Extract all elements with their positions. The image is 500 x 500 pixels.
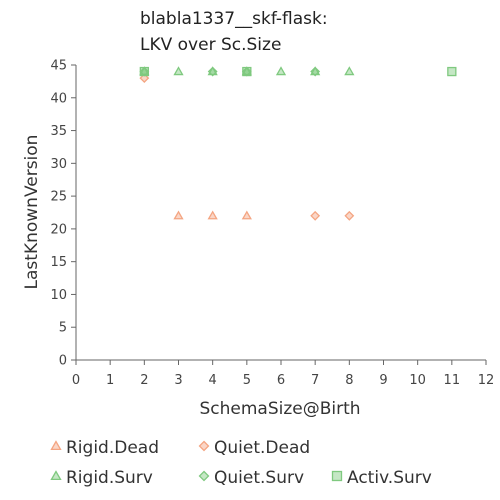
legend-marker-icon — [50, 440, 62, 451]
data-point-activ-surv — [447, 66, 457, 77]
x-tick-label: 1 — [106, 373, 114, 388]
data-point-rigid-surv — [275, 66, 287, 76]
y-tick-label: 10 — [50, 288, 67, 303]
x-tick-label: 2 — [140, 373, 148, 388]
legend: Rigid.Dead Quiet.Dead Rigid.Surv Quiet.Surv… — [50, 438, 432, 488]
x-tick-label: 12 — [478, 373, 495, 388]
data-point-quiet-dead — [344, 210, 355, 221]
legend-item: Activ.Surv — [331, 468, 432, 488]
legend-marker-icon — [198, 470, 210, 482]
legend-marker-icon — [331, 470, 343, 482]
chart-title-line-2: LKV over Sc.Size — [140, 35, 281, 55]
y-tick-label: 5 — [59, 321, 67, 336]
x-tick-label: 3 — [174, 373, 182, 388]
x-tick-label: 10 — [409, 373, 426, 388]
x-tick-label: 5 — [243, 373, 251, 388]
y-tick-label: 0 — [59, 354, 67, 369]
data-point-rigid-surv — [173, 66, 184, 76]
data-point-quiet-surv — [310, 66, 321, 77]
legend-label: Rigid.Dead — [66, 438, 159, 458]
x-axis-label: SchemaSize@Birth — [199, 399, 360, 419]
y-tick-label: 20 — [50, 222, 67, 237]
data-point-quiet-dead — [310, 210, 321, 221]
x-tick-label: 7 — [311, 373, 319, 388]
legend-marker-icon — [198, 440, 210, 452]
y-tick-label: 15 — [50, 255, 67, 270]
legend-item: Rigid.Dead — [50, 438, 159, 458]
y-tick-label: 40 — [50, 91, 67, 106]
x-tick-label: 6 — [277, 373, 285, 388]
y-axis-label: LastKnownVersion — [22, 135, 42, 290]
legend-item: Rigid.Surv — [50, 468, 153, 488]
data-point-activ-surv — [242, 66, 252, 77]
x-tick-label: 8 — [345, 373, 353, 388]
data-point-rigid-dead — [241, 210, 252, 220]
y-tick-label: 25 — [50, 190, 67, 205]
x-tick-label: 4 — [209, 373, 217, 388]
data-point-rigid-dead — [173, 210, 184, 220]
y-tick-label: 30 — [50, 157, 67, 172]
chart-title-line-1: blabla1337__skf-flask: — [140, 9, 328, 29]
data-point-activ-surv — [139, 66, 149, 77]
x-tick-label: 9 — [379, 373, 387, 388]
legend-item: Quiet.Dead — [198, 438, 310, 458]
y-tick-label: 45 — [50, 59, 67, 74]
x-tick-label: 11 — [444, 373, 461, 388]
legend-label: Activ.Surv — [347, 468, 432, 488]
y-tick-label: 35 — [50, 124, 67, 139]
legend-item: Quiet.Surv — [198, 468, 304, 488]
legend-marker-icon — [50, 470, 62, 481]
data-points — [139, 66, 457, 221]
x-tick-label: 0 — [72, 373, 80, 388]
legend-label: Quiet.Surv — [214, 468, 304, 488]
data-point-rigid-surv — [344, 66, 355, 76]
legend-label: Rigid.Surv — [66, 468, 153, 488]
legend-label: Quiet.Dead — [214, 438, 310, 458]
data-point-quiet-surv — [207, 66, 218, 77]
data-point-rigid-dead — [207, 210, 218, 220]
